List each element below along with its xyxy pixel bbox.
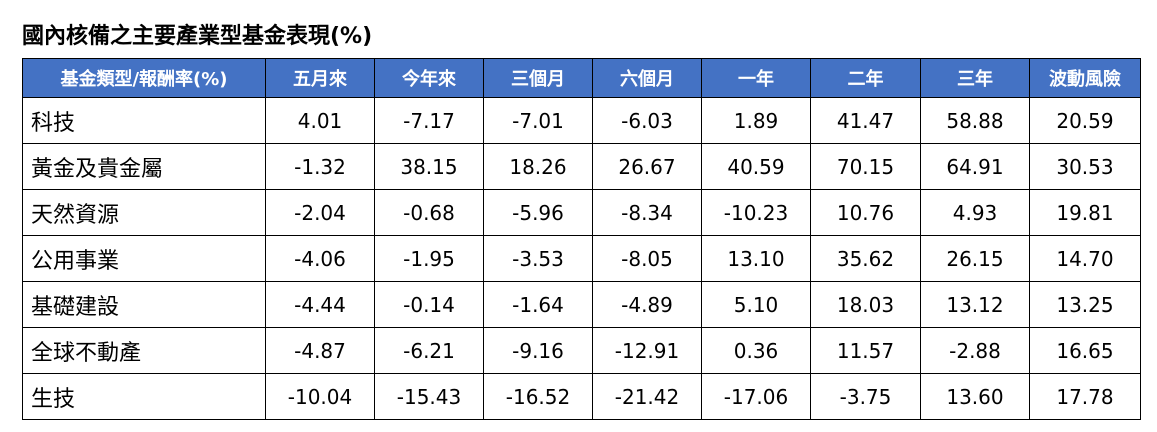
- table-row: 黃金及貴金屬 -1.32 38.15 18.26 26.67 40.59 70.15 64.9…: [22, 143, 1141, 190]
- header-cell: 基金類型/報酬率(%): [22, 58, 266, 98]
- table-cell: 35.62: [810, 235, 921, 282]
- table-cell: 0.36: [701, 327, 811, 374]
- table-cell: -7.17: [374, 97, 484, 144]
- performance-table: 基金類型/報酬率(%) 五月來 今年來 三個月 六個月 一年 二年 三年 波動風險 科技 4.01…: [22, 58, 1141, 420]
- table-cell: 1.89: [701, 97, 811, 144]
- table-body: 科技 4.01 -7.17 -7.01 -6.03 1.89 41.47 58.88 20.59…: [22, 97, 1141, 420]
- table-row: 全球不動產 -4.87 -6.21 -9.16 -12.91 0.36 11.57 -2.88…: [22, 327, 1141, 374]
- table-row: 天然資源 -2.04 -0.68 -5.96 -8.34 -10.23 10.76 4.93 1…: [22, 189, 1141, 236]
- table-cell: -3.53: [483, 235, 593, 282]
- table-title: 國內核備之主要產業型基金表現(%): [22, 24, 373, 49]
- table-cell: -4.89: [592, 281, 702, 328]
- table-cell: 5.10: [701, 281, 811, 328]
- table-cell: 26.67: [592, 143, 702, 190]
- table-row: 科技 4.01 -7.17 -7.01 -6.03 1.89 41.47 58.88 20.59: [22, 97, 1141, 144]
- table-cell: 26.15: [920, 235, 1030, 282]
- header-row: 基金類型/報酬率(%) 五月來 今年來 三個月 六個月 一年 二年 三年 波動風險: [22, 58, 1141, 98]
- table-cell: 18.03: [810, 281, 921, 328]
- table-cell: 14.70: [1029, 235, 1141, 282]
- row-label: 生技: [22, 373, 266, 420]
- table-cell: -21.42: [592, 373, 702, 420]
- header-cell: 六個月: [592, 58, 702, 98]
- table-row: 生技 -10.04 -15.43 -16.52 -21.42 -17.06 -3.75 13.…: [22, 373, 1141, 420]
- table-cell: 13.25: [1029, 281, 1141, 328]
- table-cell: 11.57: [810, 327, 921, 374]
- table-cell: 40.59: [701, 143, 811, 190]
- table-cell: 13.10: [701, 235, 811, 282]
- table-cell: 64.91: [920, 143, 1030, 190]
- table-cell: -2.88: [920, 327, 1030, 374]
- row-label: 全球不動產: [22, 327, 266, 374]
- table-cell: 19.81: [1029, 189, 1141, 236]
- table-cell: 13.12: [920, 281, 1030, 328]
- table-cell: -4.44: [265, 281, 375, 328]
- table-row: 基礎建設 -4.44 -0.14 -1.64 -4.89 5.10 18.03 13.12 13…: [22, 281, 1141, 328]
- table-cell: -9.16: [483, 327, 593, 374]
- table-cell: -6.03: [592, 97, 702, 144]
- table-cell: 4.01: [265, 97, 375, 144]
- table-cell: -16.52: [483, 373, 593, 420]
- table-cell: -5.96: [483, 189, 593, 236]
- table-row: 公用事業 -4.06 -1.95 -3.53 -8.05 13.10 35.62 26.15 1…: [22, 235, 1141, 282]
- header-cell: 一年: [701, 58, 811, 98]
- header-cell: 波動風險: [1029, 58, 1141, 98]
- table-cell: -15.43: [374, 373, 484, 420]
- header-cell: 二年: [810, 58, 921, 98]
- table-cell: 38.15: [374, 143, 484, 190]
- table-cell: -1.64: [483, 281, 593, 328]
- table-cell: 70.15: [810, 143, 921, 190]
- table-cell: -1.32: [265, 143, 375, 190]
- table-cell: -7.01: [483, 97, 593, 144]
- table-cell: 18.26: [483, 143, 593, 190]
- table-cell: -10.23: [701, 189, 811, 236]
- row-label: 基礎建設: [22, 281, 266, 328]
- table-cell: -8.34: [592, 189, 702, 236]
- table-cell: 10.76: [810, 189, 921, 236]
- header-cell: 今年來: [374, 58, 484, 98]
- table-cell: -1.95: [374, 235, 484, 282]
- table-cell: -0.68: [374, 189, 484, 236]
- row-label: 公用事業: [22, 235, 266, 282]
- table-cell: -17.06: [701, 373, 811, 420]
- row-label: 科技: [22, 97, 266, 144]
- table-cell: 13.60: [920, 373, 1030, 420]
- header-cell: 三個月: [483, 58, 593, 98]
- table-cell: 16.65: [1029, 327, 1141, 374]
- table-cell: 20.59: [1029, 97, 1141, 144]
- header-cell: 三年: [920, 58, 1030, 98]
- table-cell: 17.78: [1029, 373, 1141, 420]
- row-label: 黃金及貴金屬: [22, 143, 266, 190]
- table-cell: -2.04: [265, 189, 375, 236]
- table-cell: -4.87: [265, 327, 375, 374]
- table-cell: -10.04: [265, 373, 375, 420]
- header-cell: 五月來: [265, 58, 375, 98]
- row-label: 天然資源: [22, 189, 266, 236]
- table-cell: 30.53: [1029, 143, 1141, 190]
- table-cell: 41.47: [810, 97, 921, 144]
- table-cell: -0.14: [374, 281, 484, 328]
- table-cell: -3.75: [810, 373, 921, 420]
- table-cell: -12.91: [592, 327, 702, 374]
- table-cell: -8.05: [592, 235, 702, 282]
- table-cell: 4.93: [920, 189, 1030, 236]
- table-cell: -4.06: [265, 235, 375, 282]
- table-cell: -6.21: [374, 327, 484, 374]
- table-cell: 58.88: [920, 97, 1030, 144]
